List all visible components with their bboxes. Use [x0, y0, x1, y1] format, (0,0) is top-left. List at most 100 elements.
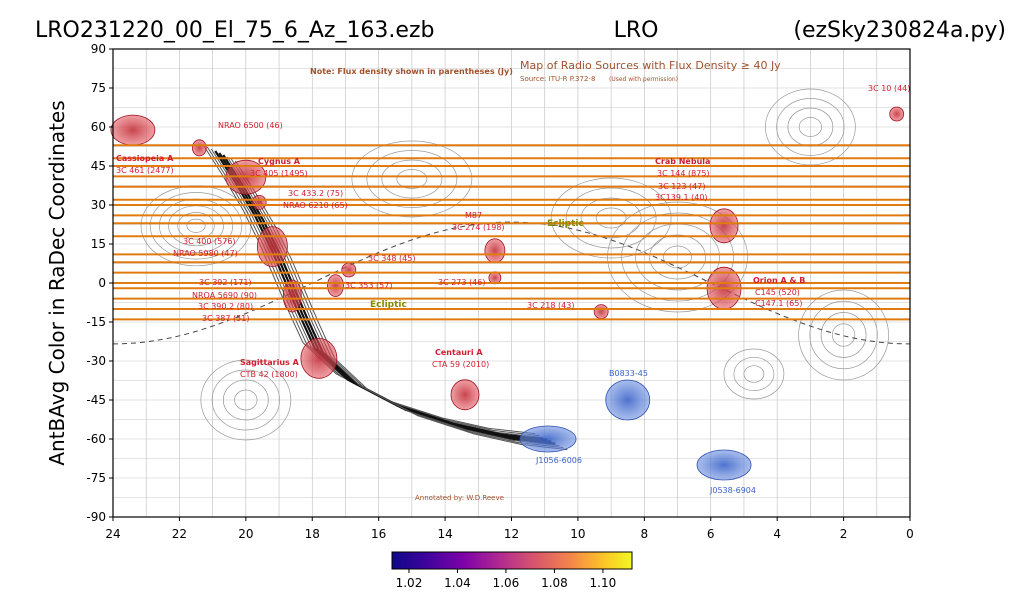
- x-tick-label: 22: [172, 527, 187, 541]
- x-tick-label: 6: [707, 527, 715, 541]
- source-label: 3C 387 (51): [202, 314, 249, 323]
- map-note: Note: Flux density shown in parentheses …: [310, 67, 513, 76]
- map-contour: [723, 348, 785, 400]
- colorbar-gradient: [391, 551, 633, 570]
- source-spot: [341, 262, 357, 278]
- source-label: NRAO 6210 (65): [283, 201, 348, 210]
- colorbar-tick-label: 1.04: [444, 576, 471, 590]
- y-tick-label: -75: [86, 471, 106, 485]
- source-label: 3C 348 (45): [368, 254, 415, 263]
- ecliptic-label: Ecliptic: [370, 300, 407, 310]
- source-label: CTB 42 (1800): [240, 370, 298, 379]
- source-label: NRAO 5980 (47): [173, 249, 238, 258]
- map-contour: [621, 212, 734, 302]
- source-label: 3C 390.2 (80): [198, 302, 253, 311]
- y-tick-label: 45: [91, 159, 106, 173]
- source-spot: [251, 194, 267, 210]
- map-contour: [776, 98, 845, 156]
- y-tick-label: 15: [91, 237, 106, 251]
- title-right: (ezSky230824a.py): [793, 18, 1006, 43]
- source-label: Cygnus A: [258, 157, 301, 166]
- source-spot: [696, 449, 752, 481]
- source-label: Centauri A: [435, 348, 483, 357]
- map-contour: [200, 359, 292, 441]
- map-contour: [381, 159, 443, 199]
- map-source-sub: (Used with permission): [609, 76, 678, 83]
- source-label: Crab Nebula: [655, 157, 710, 166]
- colorbar-tick-label: 1.10: [590, 576, 617, 590]
- source-label: 3C 353 (57): [345, 281, 392, 290]
- source-spot: [709, 208, 739, 244]
- source-label: 3C 10 (44): [868, 84, 910, 93]
- source-label: Sagittarius A: [240, 358, 300, 367]
- source-spot: [605, 379, 651, 421]
- map-contour: [149, 192, 243, 260]
- map-contour: [222, 379, 269, 421]
- plot-area: Map of Radio Sources with Flux Density ≥…: [110, 48, 911, 518]
- title-left: LRO231220_00_El_75_6_Az_163.ezb: [35, 18, 434, 43]
- x-tick-label: 24: [105, 527, 120, 541]
- x-tick-label: 10: [570, 527, 585, 541]
- source-spot: [300, 337, 338, 379]
- colorbar: 1.02 1.04 1.06 1.08 1.10: [391, 551, 633, 590]
- source-spot: [282, 279, 302, 313]
- map-contour: [234, 389, 258, 411]
- y-tick-label: -60: [86, 432, 106, 446]
- y-tick-label: 30: [91, 198, 106, 212]
- source-label: 3C 400 (576): [183, 237, 236, 246]
- ecliptic-label: Ecliptic: [547, 219, 584, 229]
- source-spot: [593, 304, 609, 320]
- source-label: J0538-6904: [709, 486, 756, 495]
- map-contour: [649, 234, 706, 280]
- scan-lines: [113, 144, 910, 321]
- map-contour: [565, 187, 657, 249]
- source-label: 3C 405 (1495): [250, 169, 308, 178]
- source-label: M87: [465, 211, 482, 220]
- source-spot: [484, 238, 506, 264]
- map-contour: [396, 169, 428, 189]
- x-ticks: 24 22 20 18 16 14 12 10 8 6 4 2 0: [105, 517, 914, 541]
- map-source: Source: ITU-R P.372-8: [520, 75, 595, 83]
- colorbar-tick-label: 1.08: [541, 576, 568, 590]
- source-label: Cassiopeia A: [116, 154, 174, 163]
- x-tick-label: 12: [504, 527, 519, 541]
- map-annotated-by: Annotated by: W.D.Reeve: [415, 494, 504, 502]
- source-label: 3C 392 (171): [199, 278, 252, 287]
- source-spot: [256, 226, 288, 268]
- map-contour: [366, 150, 458, 208]
- source-label: 3C139.1 (40): [655, 193, 708, 202]
- map-contour: [743, 365, 765, 383]
- source-label: 3C 461 (2477): [116, 166, 174, 175]
- map-contour: [798, 289, 889, 381]
- map-contour: [798, 117, 822, 137]
- source-spot: [110, 114, 156, 146]
- source-label: C145 (520): [755, 288, 800, 297]
- map-contour: [351, 140, 473, 218]
- map-contour: [580, 197, 642, 239]
- galactic-contour: [222, 154, 556, 445]
- ecliptic-curve: [112, 221, 911, 345]
- galactic-contour: [206, 146, 540, 437]
- source-label: C147.1 (65): [755, 299, 802, 308]
- map-contour: [809, 300, 878, 370]
- x-tick-label: 16: [371, 527, 386, 541]
- map-contour: [211, 369, 280, 431]
- source-label: 3C 144 (875): [657, 169, 710, 178]
- colorbar-tick-label: 1.02: [396, 576, 423, 590]
- y-tick-label: 75: [91, 81, 106, 95]
- y-tick-label: 90: [91, 42, 106, 56]
- map-contour: [177, 212, 215, 240]
- colorbar-ticks: 1.02 1.04 1.06 1.08 1.10: [396, 569, 617, 590]
- map-contour: [186, 218, 206, 233]
- y-ticks: 90 75 60 45 30 15 0 -15 -30 -45 -60 -75 -90: [86, 42, 113, 524]
- y-tick-label: -15: [86, 315, 106, 329]
- x-tick-label: 18: [305, 527, 320, 541]
- source-label: J1056-6006: [535, 456, 582, 465]
- x-tick-label: 4: [773, 527, 781, 541]
- title-center: LRO: [614, 18, 659, 43]
- background-map-text: Map of Radio Sources with Flux Density ≥…: [116, 59, 910, 502]
- map-contour: [733, 356, 775, 392]
- x-tick-label: 0: [906, 527, 914, 541]
- y-axis-label: AntBAvg Color in RaDec Coordinates: [45, 100, 69, 465]
- y-tick-label: -45: [86, 393, 106, 407]
